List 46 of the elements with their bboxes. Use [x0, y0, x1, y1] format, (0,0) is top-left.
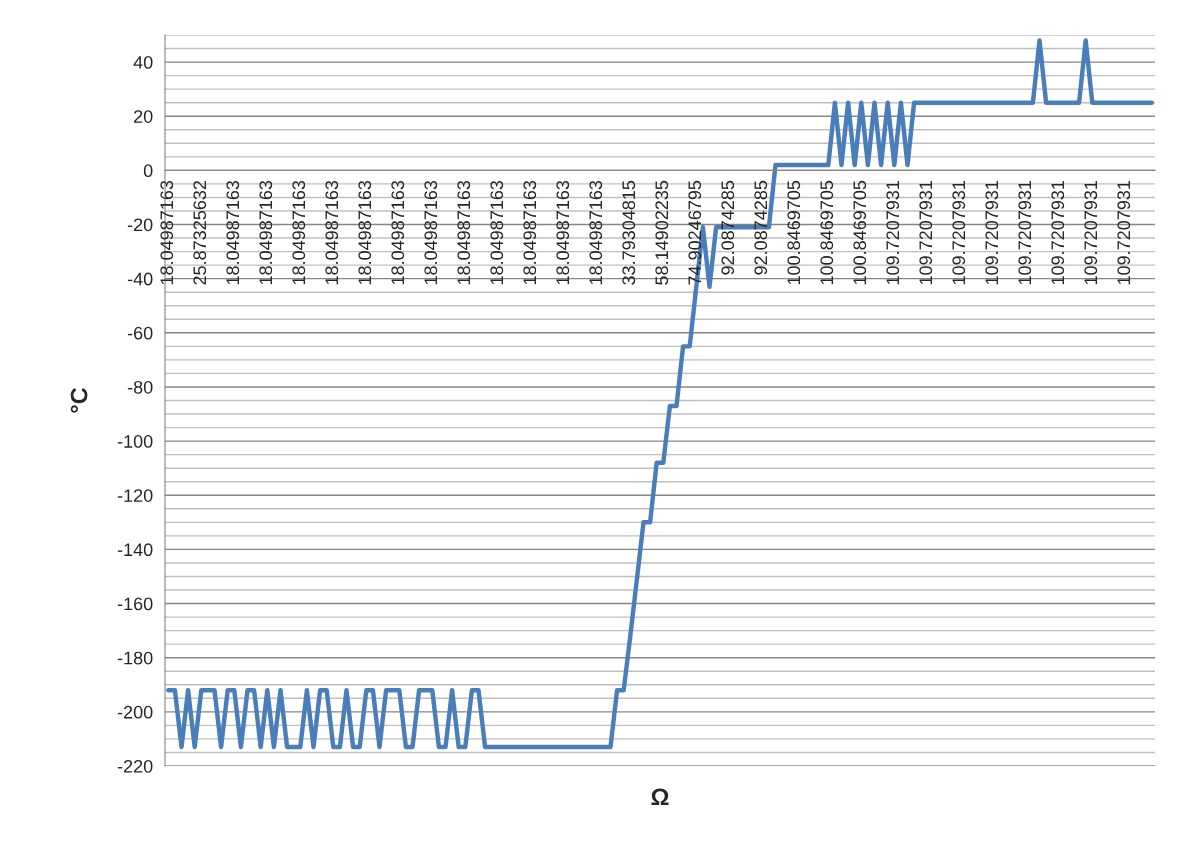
y-tick-label: -160: [117, 597, 153, 611]
y-tick-label: -100: [117, 435, 153, 448]
x-tick-label: 100.8469705: [820, 180, 834, 285]
y-tick-label: 20: [134, 110, 153, 123]
x-tick-label: 109.7207931: [1084, 180, 1098, 285]
x-tick-label: 18.04987163: [589, 180, 603, 285]
x-tick-label: 18.04987163: [292, 180, 306, 285]
x-tick-label: 18.04987163: [391, 180, 405, 285]
y-tick-label: 40: [133, 56, 153, 69]
x-tick-label: 18.04987163: [160, 180, 174, 285]
y-tick-label: -140: [117, 543, 153, 557]
x-tick-label: 109.7207931: [886, 180, 900, 285]
y-tick-label: -120: [117, 489, 153, 502]
y-tick-label: -220: [117, 759, 153, 773]
x-tick-label: 25.87325632: [193, 180, 207, 285]
x-tick-label: 100.8469705: [787, 180, 801, 285]
x-tick-label: 18.04987163: [259, 180, 273, 285]
y-tick-label: -180: [117, 651, 153, 665]
x-tick-label: 109.7207931: [952, 180, 966, 285]
x-tick-label: 18.04987163: [490, 180, 504, 285]
x-tick-label: 109.7207931: [919, 180, 933, 285]
x-tick-label: 33.79304815: [622, 180, 636, 285]
x-tick-label: 92.0874285: [754, 180, 768, 275]
x-tick-label: 109.7207931: [985, 180, 999, 285]
y-tick-label: -80: [127, 380, 153, 394]
y-tick-label: -60: [127, 326, 153, 340]
x-tick-label: 18.04987163: [325, 180, 339, 285]
y-tick-label: -200: [117, 705, 153, 719]
x-tick-label: 18.04987163: [226, 180, 240, 285]
x-tick-label: 74.90246795: [688, 180, 702, 285]
y-axis-title: °C: [70, 387, 88, 413]
x-tick-label: 109.7207931: [1051, 180, 1065, 285]
x-tick-label: 100.8469705: [853, 180, 867, 285]
x-tick-label: 109.7207931: [1018, 180, 1032, 285]
y-tick-label: -20: [127, 218, 153, 232]
x-tick-label: 58.14902235: [655, 180, 669, 285]
x-tick-label: 92.0874285: [721, 180, 735, 275]
x-axis-title: Ω: [651, 788, 669, 806]
x-tick-label: 18.04987163: [358, 180, 372, 285]
x-tick-label: 18.04987163: [523, 180, 537, 285]
y-tick-label: -40: [127, 272, 153, 286]
x-tick-label: 18.04987163: [457, 180, 471, 285]
x-tick-label: 109.7207931: [1117, 180, 1131, 285]
y-tick-label: 0: [143, 164, 153, 178]
x-tick-label: 18.04987163: [556, 180, 570, 285]
x-tick-label: 18.04987163: [424, 180, 438, 285]
